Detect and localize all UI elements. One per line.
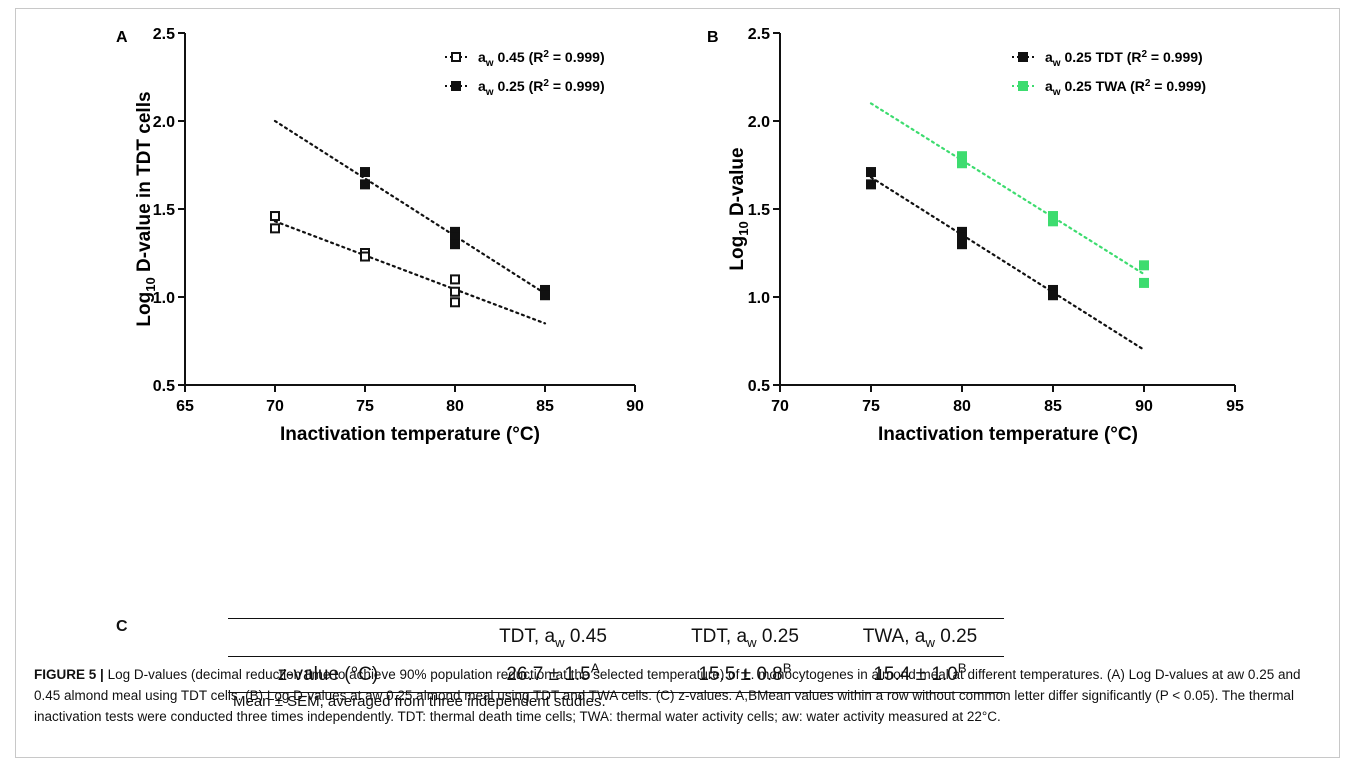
panel-b-y-tick-label: 1.0 [748,290,770,307]
panel-a-letter: A [116,29,128,46]
panel-a-x-tick-label: 90 [626,398,644,415]
charts-canvas: A 0.5 1.0 1.5 2.0 2.5 65 70 75 80 85 90 Inactivation… [116,26,1244,445]
panel-b-y-tick-label: 1.5 [748,202,770,219]
table-cell-tdt-045: 26.7 ± 1.5A [506,660,600,685]
panel-b-series-2-point [1048,211,1058,222]
panel-b-y-tick-label: 0.5 [748,378,770,395]
panel-b-series-2-point [957,151,967,162]
panel-a-series-2-point [540,290,550,301]
figure-frame [15,8,1340,758]
caption-text: Log D-values (decimal reduction time to … [34,667,1301,724]
table-mid-rule [228,656,1004,657]
panel-a-series-2-point [450,239,460,250]
table-bottom-rule [228,692,1004,693]
panel-c-label: C [116,618,128,635]
panel-b-x-tick-label: 95 [1226,398,1244,415]
panel-b-series-2-legend-marker [1018,81,1028,91]
panel-b-x-tick-label: 75 [862,398,880,415]
table-header-tdt-045: TDT, aw 0.45 [499,626,607,650]
panel-a-y-tick-label: 1.5 [153,202,175,219]
panel-b-y-tick-label: 2.0 [748,114,770,131]
panel-b-series-1-legend-label: aw 0.25 TDT (R2 = 0.999) [1045,49,1203,69]
panel-b-series-1-point [957,239,967,250]
panel-a-x-tick-label: 80 [446,398,464,415]
panel-b-series-2-legend-label: aw 0.25 TWA (R2 = 0.999) [1045,78,1206,98]
panel-a-x-tick-label: 70 [266,398,284,415]
panel-b-x-axis-label: Inactivation temperature (°C) [878,424,1138,445]
panel-a-x-axis-label: Inactivation temperature (°C) [280,424,540,445]
panel-a-x-tick-label: 75 [356,398,374,415]
table-header-twa-025: TWA, aw 0.25 [862,626,978,650]
table-row-label: z-value (°C) [277,664,379,685]
table-cell-tdt-025: 15.5 ± 0.8B [698,660,792,685]
panel-b-x-tick-label: 90 [1135,398,1153,415]
panel-b-series-2-point [1139,260,1149,271]
panel-a-series-1-point [450,274,460,285]
panel-a-series-2-point [450,232,460,243]
panel-b-series-1-point [957,226,967,237]
table-cell-twa-025: 15.4 ± 1.0B [873,660,967,685]
table-header-tdt-025: TDT, aw 0.25 [691,626,799,650]
panel-a-series-2-point [540,284,550,295]
panel-a-series-1-point [360,251,370,262]
panel-b-x-tick-label: 70 [771,398,789,415]
panel-a-series-1-point [450,286,460,297]
panel-a-series-1-legend-marker [451,52,461,62]
panel-b-x-tick-label: 80 [953,398,971,415]
panel-b-y-tick-label: 2.5 [748,26,770,43]
panel-a-series-1-point [270,211,280,222]
panel-b-series-1-point [866,179,876,190]
panel-a-y-tick-label: 2.5 [153,26,175,43]
panel-a-y-tick-label: 0.5 [153,378,175,395]
panel-b-series-1-fit-line [869,176,1146,351]
panel-a-y-tick-label: 1.0 [153,290,175,307]
table-top-rule [228,618,1004,619]
panel-a-y-axis-label: Log10 D-value in TDT cells [134,91,158,326]
panel-b-series-1-legend-marker [1018,52,1028,62]
table-note: Mean ± SEM, averaged from three independ… [233,693,606,710]
panel-a-series-1-point [270,223,280,234]
panel-b-series-2-point [957,158,967,169]
panel-b-series-2-fit-line [869,102,1146,276]
panel-a-series-2-legend-marker [451,81,461,91]
panel-a-x-tick-label: 85 [536,398,554,415]
panel-a-y-tick-label: 2.0 [153,114,175,131]
panel-a-series-2-legend-label: aw 0.25 (R2 = 0.999) [478,78,605,98]
panel-b-series-1-point [866,167,876,178]
panel-a-series-2-fit-line [273,119,547,295]
panel-a-series-2-point [450,226,460,237]
panel-b-y-axis-label: Log10 D-value [727,147,751,270]
panel-b-series-1-point [1048,290,1058,301]
figure-caption: FIGURE 5 | Log D-values (decimal reducti… [34,664,1329,727]
panel-b-series-2-point [1139,277,1149,288]
panel-a-x-tick-label: 65 [176,398,194,415]
caption-figure-label: FIGURE 5 | [34,667,104,682]
panel-b-letter: B [707,29,719,46]
panel-a-series-1-fit-line [273,220,547,325]
panel-a-series-2-point [360,167,370,178]
panel-a-series-1-legend-label: aw 0.45 (R2 = 0.999) [478,49,605,69]
panel-b-series-1-point [957,232,967,243]
panel-b-series-2-point [1048,216,1058,227]
panel-b-series-1-point [1048,284,1058,295]
panel-b-x-tick-label: 85 [1044,398,1062,415]
panel-a-series-2-point [360,179,370,190]
panel-a-series-1-point [450,297,460,308]
